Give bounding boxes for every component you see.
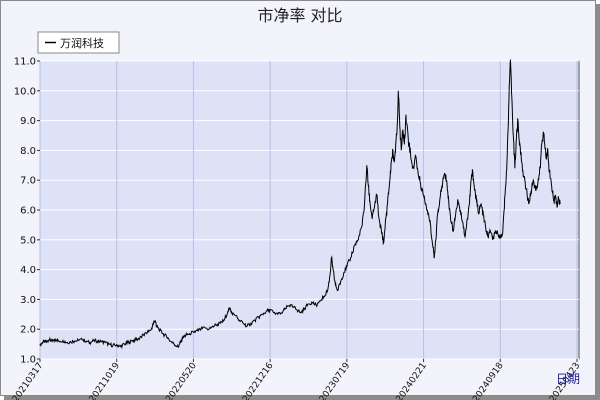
y-tick-label: 4.0 <box>20 265 36 276</box>
x-tick-label: 20230719 <box>318 361 353 400</box>
y-tick-label: 8.0 <box>20 146 36 157</box>
x-axis-ticks: 20210317 20211019 20220520 20221216 20230719… <box>11 359 582 400</box>
x-tick-label: 20240918 <box>471 361 506 400</box>
legend-box <box>37 31 120 54</box>
series-layer <box>39 58 561 350</box>
x-tick-label: 20220520 <box>164 361 199 400</box>
y-tick-label: 11.0 <box>14 57 36 68</box>
y-axis-ticks: 1.0 2.0 3.0 4.0 5.0 6.0 7.0 8.0 9.0 10.0 11.0 <box>14 57 40 366</box>
legend: 万润科技 <box>37 31 120 54</box>
y-tick-label: 10.0 <box>14 86 36 97</box>
x-tick-label: 20221216 <box>241 361 276 400</box>
grid-lines <box>39 60 579 360</box>
y-tick-label: 7.0 <box>20 176 36 187</box>
chart-title: 市净率 对比 <box>257 6 342 25</box>
y-tick-label: 2.0 <box>20 325 36 336</box>
x-tick-label: 20210317 <box>11 361 45 400</box>
x-tick-label: 20211019 <box>88 361 123 400</box>
y-tick-label: 1.0 <box>20 355 36 366</box>
x-tick-label: 20240221 <box>395 361 429 400</box>
y-tick-label: 9.0 <box>20 116 36 127</box>
series-line <box>39 58 561 350</box>
legend-label: 万润科技 <box>60 36 104 50</box>
y-tick-label: 3.0 <box>20 295 36 306</box>
x-axis-label: 日期 <box>556 372 580 386</box>
y-tick-label: 6.0 <box>20 206 36 217</box>
y-tick-label: 5.0 <box>20 235 36 246</box>
